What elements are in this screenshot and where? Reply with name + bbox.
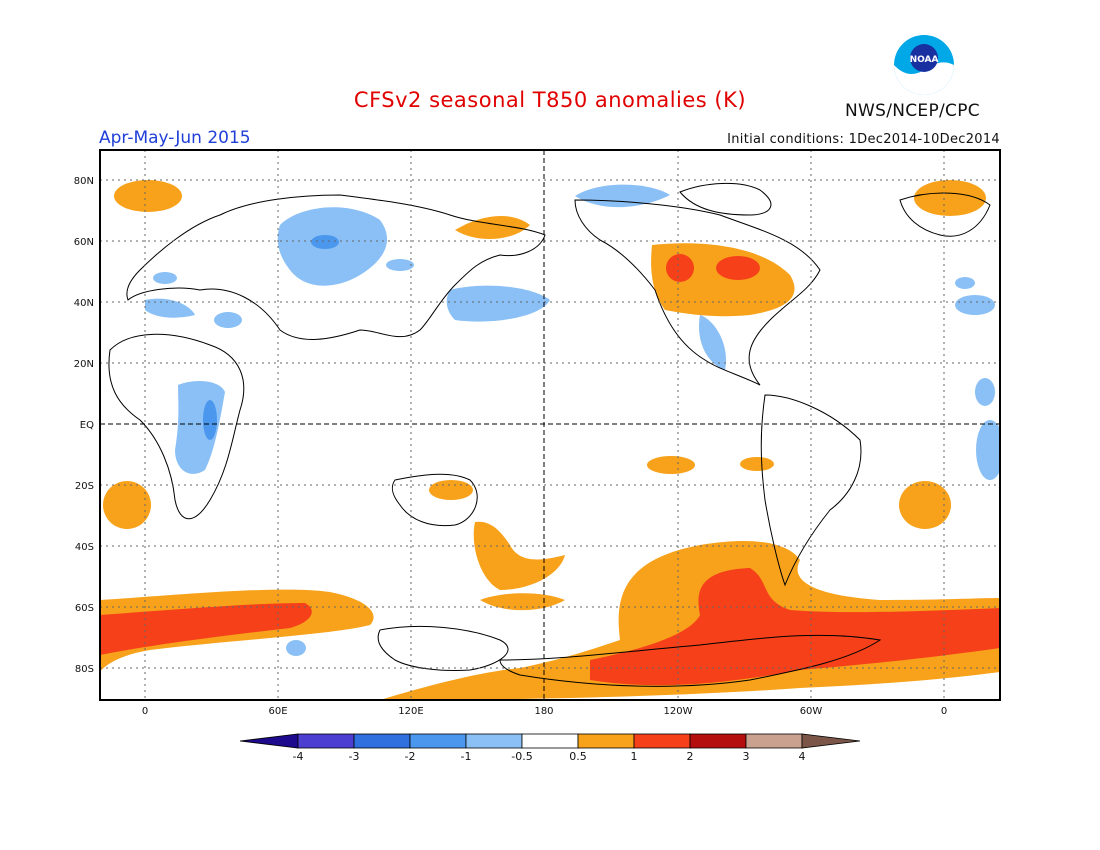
lon-label: 180 — [534, 706, 553, 717]
lat-label: 60N — [74, 237, 94, 248]
colorbar-label: 3 — [743, 750, 750, 763]
colorbar-swatch — [465, 733, 523, 749]
colorbar-swatch — [689, 733, 747, 749]
colorbar-label: 4 — [799, 750, 806, 763]
colorbar-arrow-high — [801, 733, 861, 749]
lat-label: 40S — [75, 542, 94, 553]
colorbar-arrow-low — [239, 733, 299, 749]
map-frame — [99, 149, 1001, 701]
colorbar-label: 1 — [631, 750, 638, 763]
equator-dateline — [100, 150, 1000, 700]
logo-text: NOAA — [910, 55, 939, 65]
lat-label: 60S — [75, 603, 94, 614]
colorbar-swatch — [745, 733, 803, 749]
colorbar: -4 -3 -2 -1 -0.5 0.5 1 2 3 4 — [239, 733, 861, 763]
colorbar-label: -4 — [293, 750, 304, 763]
colorbar-swatch — [521, 733, 579, 749]
colorbar-label: -1 — [461, 750, 472, 763]
lon-label: 0 — [941, 706, 947, 717]
colorbar-swatch — [633, 733, 691, 749]
lon-label: 60E — [268, 706, 287, 717]
lat-label: 40N — [74, 298, 94, 309]
lon-label: 60W — [800, 706, 823, 717]
coastlines — [108, 183, 991, 687]
lon-label: 120W — [664, 706, 693, 717]
lat-label: 80N — [74, 176, 94, 187]
map-title: CFSv2 seasonal T850 anomalies (K) — [353, 88, 747, 112]
colorbar-swatch — [353, 733, 411, 749]
initial-conditions: Initial conditions: 1Dec2014-10Dec2014 — [727, 132, 1000, 147]
colorbar-label: 2 — [687, 750, 694, 763]
lat-label: 80S — [75, 664, 94, 675]
map-field — [100, 150, 1000, 700]
colorbar-label: 0.5 — [569, 750, 587, 763]
lat-label: 20S — [75, 481, 94, 492]
graticule — [100, 150, 1000, 700]
lon-label: 0 — [142, 706, 148, 717]
noaa-logo: NOAA — [894, 35, 954, 95]
lon-label: 120E — [398, 706, 423, 717]
colorbar-label: -3 — [349, 750, 360, 763]
colorbar-swatch — [409, 733, 467, 749]
forecast-period: Apr-May-Jun 2015 — [99, 128, 251, 148]
lat-label: EQ — [80, 420, 94, 431]
lat-label: 20N — [74, 359, 94, 370]
lon-labels: 0 60E 120E 180 120W 60W 0 — [142, 706, 947, 717]
lat-labels: 80N 60N 40N 20N EQ 20S 40S 60S 80S — [74, 176, 94, 675]
colorbar-swatch — [577, 733, 635, 749]
colorbar-swatch — [297, 733, 355, 749]
colorbar-label: -2 — [405, 750, 416, 763]
colorbar-label: -0.5 — [511, 750, 532, 763]
agency-label: NWS/NCEP/CPC — [845, 101, 980, 121]
